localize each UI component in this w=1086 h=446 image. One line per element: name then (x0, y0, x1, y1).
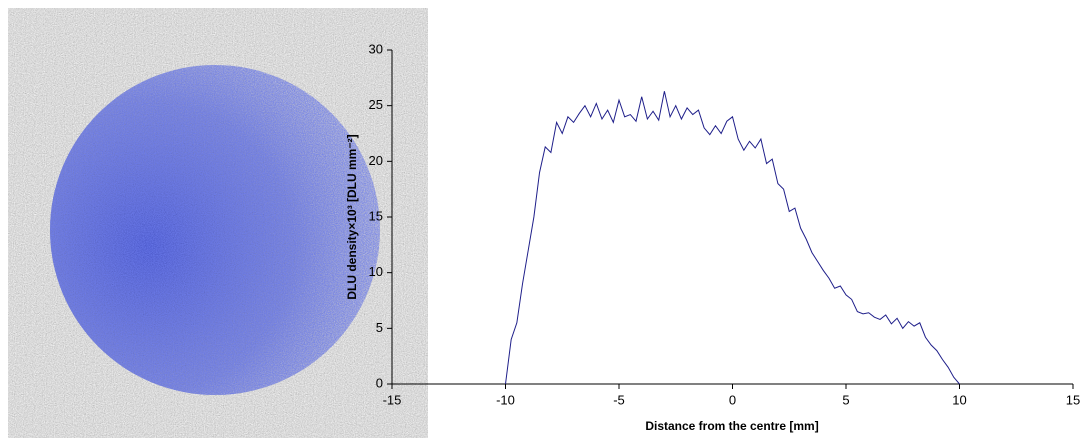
x-tick-label: -5 (613, 392, 625, 407)
y-axis-title: DLU density×10³ [DLU mm⁻²] (345, 134, 359, 299)
y-tick-label: 5 (376, 320, 383, 335)
y-tick-label: 20 (369, 153, 383, 168)
y-tick-label: 30 (369, 41, 383, 56)
x-tick-label: 15 (1066, 392, 1080, 407)
y-tick-label: 0 (376, 375, 383, 390)
data-line (505, 91, 960, 385)
y-tick-label: 10 (369, 264, 383, 279)
x-tick-label: 0 (729, 392, 736, 407)
x-tick-label: -15 (383, 392, 402, 407)
sample-image (8, 8, 428, 438)
x-axis-title: Distance from the centre [mm] (645, 419, 818, 433)
x-tick-label: 5 (842, 392, 849, 407)
x-tick-label: -10 (496, 392, 515, 407)
y-tick-label: 25 (369, 97, 383, 112)
y-tick-label: 15 (369, 208, 383, 223)
x-tick-label: 10 (952, 392, 966, 407)
